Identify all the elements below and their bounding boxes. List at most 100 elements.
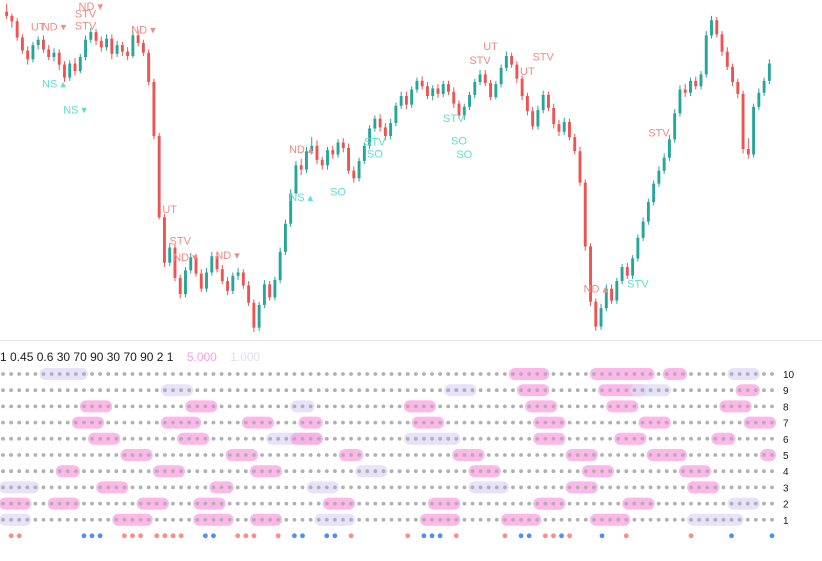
heat-dot — [721, 436, 726, 441]
candle-body — [725, 51, 729, 67]
heat-dot — [365, 485, 370, 490]
heat-dot — [106, 436, 111, 441]
heat-dot — [146, 420, 151, 425]
heat-dot — [17, 501, 22, 506]
wyckoff-label: UT — [162, 204, 177, 216]
heat-dot — [252, 485, 256, 490]
heat-dot — [462, 388, 467, 393]
heat-dot — [632, 469, 637, 474]
heat-dot — [502, 404, 507, 409]
heat-dot — [632, 453, 637, 457]
heat-dot — [276, 436, 281, 441]
heat-band — [88, 432, 121, 445]
heat-dot — [195, 485, 200, 490]
heat-dot — [422, 517, 426, 522]
heat-dot — [413, 388, 418, 393]
heat-dot — [389, 453, 394, 457]
heat-dot — [324, 517, 329, 522]
heat-band — [533, 432, 566, 445]
heat-band — [306, 481, 339, 494]
heat-dot — [203, 469, 208, 474]
heat-dot — [770, 469, 774, 474]
candle — [404, 91, 408, 110]
heat-dot — [17, 469, 22, 474]
heat-dot — [527, 388, 532, 393]
heat-dot — [454, 436, 459, 441]
heat-dot — [41, 436, 46, 441]
heat-dot — [65, 485, 70, 490]
heat-dot — [648, 469, 653, 474]
heat-dot — [664, 469, 669, 474]
candle — [220, 264, 224, 285]
signal-dot — [405, 533, 411, 539]
heat-dot — [608, 420, 613, 425]
heat-dot — [753, 501, 758, 506]
heat-dot — [25, 420, 30, 425]
heat-dot — [195, 420, 200, 425]
heat-dot — [300, 485, 305, 490]
heat-dot — [438, 517, 443, 522]
candle-body — [525, 96, 529, 112]
heat-dot — [260, 517, 264, 522]
heat-dot — [252, 372, 256, 376]
heat-dot — [721, 469, 726, 474]
heat-dot — [470, 388, 475, 393]
heat-dot — [260, 501, 264, 506]
heat-band — [687, 481, 720, 494]
heat-dot — [324, 420, 329, 425]
heat-dot — [162, 372, 167, 376]
heat-dot — [9, 404, 13, 409]
heat-dot — [268, 485, 273, 490]
heat-dot — [430, 517, 434, 522]
heat-dot — [600, 420, 604, 425]
heat-dot — [624, 453, 629, 457]
heat-dot — [316, 436, 321, 441]
signal-dot — [275, 533, 281, 539]
heat-dot — [527, 453, 532, 457]
heat-dot — [397, 453, 402, 457]
heatmap-row-label: 2 — [783, 500, 789, 511]
candle-body — [473, 81, 477, 95]
heat-dot — [171, 501, 175, 506]
heat-dot — [713, 372, 718, 376]
signal-dot — [599, 533, 605, 539]
heat-dot — [73, 436, 78, 441]
heat-dot — [543, 372, 548, 376]
candle — [594, 298, 598, 331]
candle — [47, 45, 51, 61]
candle-body — [383, 127, 387, 137]
heat-dot — [219, 404, 224, 409]
candle — [462, 103, 466, 120]
candle — [399, 91, 403, 110]
candle-body — [568, 121, 571, 138]
heat-dot — [373, 436, 378, 441]
heat-dot — [106, 517, 111, 522]
heat-dot — [672, 388, 677, 393]
heat-dot — [511, 517, 515, 522]
heat-dot — [446, 501, 451, 506]
candle-body — [31, 45, 35, 60]
heat-dot — [154, 436, 159, 441]
heat-dot — [616, 436, 621, 441]
heat-dot — [349, 372, 353, 376]
candle — [336, 139, 340, 158]
heat-dot — [211, 436, 216, 441]
heat-dot — [349, 420, 353, 425]
heat-dot — [559, 453, 564, 457]
heat-band — [759, 449, 776, 461]
heat-dot — [195, 501, 200, 506]
signal-dot — [437, 533, 443, 539]
heat-dot — [122, 404, 127, 409]
heat-dot — [567, 372, 572, 376]
heat-dot — [697, 404, 702, 409]
candle-body — [147, 52, 151, 82]
heat-dot — [559, 501, 564, 506]
heat-band — [290, 432, 323, 445]
heat-dot — [486, 436, 491, 441]
candle-body — [741, 93, 745, 150]
heat-dot — [729, 517, 734, 522]
heat-dot — [219, 501, 224, 506]
heat-dot — [713, 420, 718, 425]
candle — [568, 118, 571, 141]
signal-dot — [429, 533, 435, 539]
